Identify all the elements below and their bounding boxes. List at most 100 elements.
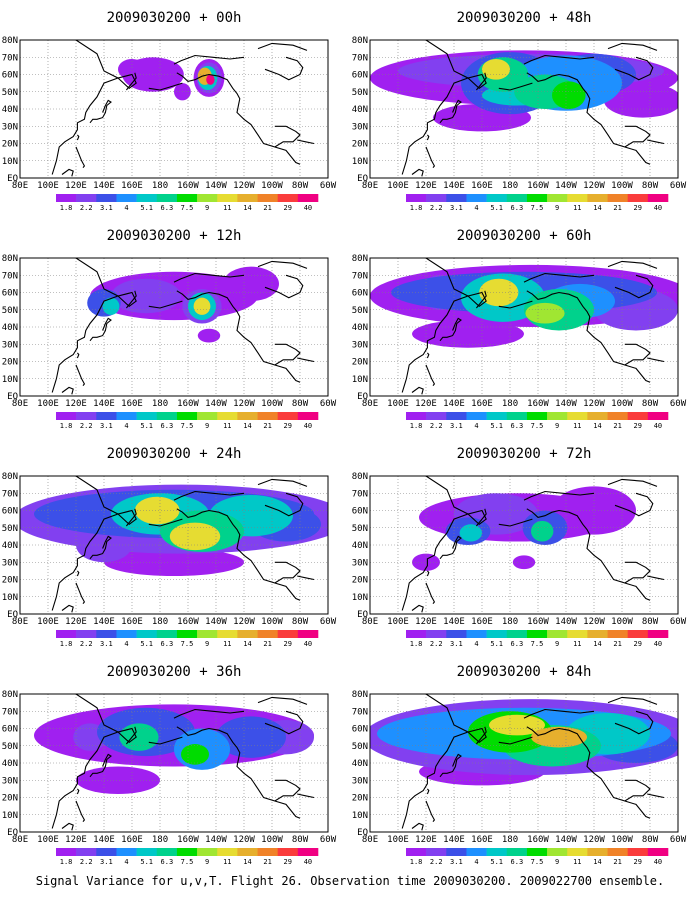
colorbar: 1.8 2.2 3.1 4 5.1 6.3 7.5 9 11 14 21 29 40 bbox=[56, 194, 319, 212]
coastline bbox=[607, 260, 658, 269]
colorbar-swatch bbox=[96, 194, 117, 202]
colorbar-swatch bbox=[526, 194, 548, 202]
panel-title: 2009030200 + 60h bbox=[456, 228, 592, 244]
colorbar-label: 14 bbox=[243, 422, 251, 430]
lat-tick-label: 30N bbox=[2, 122, 18, 132]
colorbar-swatch bbox=[627, 194, 649, 202]
lat-tick-label: 20N bbox=[2, 794, 18, 804]
colorbar-swatch bbox=[647, 412, 669, 420]
colorbar-label: 29 bbox=[634, 422, 642, 430]
lon-tick-label: 80W bbox=[642, 181, 659, 191]
graticule bbox=[370, 476, 678, 614]
lat-tick-label: 60N bbox=[2, 725, 18, 735]
map-frame bbox=[19, 39, 329, 179]
coastline bbox=[274, 779, 301, 802]
colorbar-label: 9 bbox=[205, 640, 209, 648]
lon-tick-label: 120W bbox=[233, 181, 255, 191]
colorbar-label: 2.2 bbox=[80, 858, 93, 866]
lat-tick-label: 80N bbox=[352, 36, 368, 46]
coastline bbox=[523, 490, 595, 501]
colorbar-label: 1.8 bbox=[60, 204, 73, 212]
lon-tick-label: 160W bbox=[177, 835, 199, 845]
colorbar-swatch bbox=[156, 412, 178, 420]
coastline bbox=[425, 800, 436, 823]
colorbar-label: 5.1 bbox=[140, 640, 153, 648]
colorbar-swatch bbox=[257, 412, 278, 420]
colorbar: 1.8 2.2 3.1 4 5.1 6.3 7.5 9 11 14 21 29 40 bbox=[406, 412, 669, 430]
lon-tick-label: 120W bbox=[583, 617, 605, 627]
coastline bbox=[76, 788, 80, 795]
colorbar-swatch bbox=[136, 630, 158, 638]
coastline bbox=[614, 274, 654, 299]
lon-tick-label: 140E bbox=[93, 181, 115, 191]
lat-tick-label: 60N bbox=[352, 71, 368, 81]
lat-tick-label: EQ bbox=[357, 392, 368, 402]
colorbar-swatch bbox=[136, 848, 158, 856]
colorbar-label: 29 bbox=[634, 858, 642, 866]
coastline bbox=[647, 357, 665, 363]
lon-tick-label: 100E bbox=[387, 835, 409, 845]
colorbar-label: 9 bbox=[205, 422, 209, 430]
colorbar-swatch bbox=[156, 848, 178, 856]
colorbar-label: 1.8 bbox=[410, 204, 423, 212]
panel-title: 2009030200 + 24h bbox=[106, 446, 242, 462]
colorbar-swatch bbox=[567, 848, 588, 856]
lon-tick-label: 80E bbox=[362, 181, 378, 191]
lon-tick-label: 180 bbox=[502, 835, 518, 845]
signal-contour bbox=[552, 81, 586, 109]
lon-tick-label: 80W bbox=[292, 617, 309, 627]
coastline bbox=[76, 134, 80, 141]
colorbar-label: 3.1 bbox=[450, 640, 463, 648]
colorbar-label: 21 bbox=[263, 640, 271, 648]
colorbar-swatch bbox=[607, 194, 628, 202]
colorbar-label: 7.5 bbox=[181, 204, 194, 212]
colorbar-label: 29 bbox=[284, 422, 292, 430]
lon-tick-label: 100W bbox=[611, 181, 633, 191]
lat-tick-label: EQ bbox=[357, 828, 368, 838]
lon-tick-label: 160E bbox=[471, 835, 493, 845]
colorbar-swatch bbox=[406, 848, 427, 856]
colorbar-swatch bbox=[136, 412, 158, 420]
coastline bbox=[411, 604, 424, 613]
map-frame bbox=[369, 693, 679, 833]
colorbar-label: 1.8 bbox=[410, 640, 423, 648]
colorbar-label: 29 bbox=[284, 858, 292, 866]
colorbar-label: 3.1 bbox=[100, 204, 113, 212]
colorbar-swatch bbox=[627, 848, 649, 856]
colorbar-swatch bbox=[237, 412, 258, 420]
coastline bbox=[401, 476, 487, 611]
colorbar-swatch bbox=[466, 412, 487, 420]
coastlines bbox=[401, 258, 665, 395]
colorbar-swatch bbox=[547, 194, 568, 202]
coastline bbox=[264, 274, 304, 299]
colorbar-swatch bbox=[277, 630, 299, 638]
panel-title: 2009030200 + 36h bbox=[106, 664, 242, 680]
colorbar-swatch bbox=[217, 848, 238, 856]
coastline bbox=[264, 492, 304, 517]
coastline bbox=[647, 139, 665, 145]
coastline bbox=[51, 476, 137, 611]
colorbar-swatch bbox=[297, 848, 319, 856]
colorbar-swatch bbox=[547, 848, 568, 856]
colorbar: 1.8 2.2 3.1 4 5.1 6.3 7.5 9 11 14 21 29 40 bbox=[56, 412, 319, 430]
colorbar-label: 7.5 bbox=[531, 858, 544, 866]
coastline bbox=[173, 272, 245, 283]
colorbar-label: 6.3 bbox=[511, 204, 524, 212]
forecast-panel: 2009030200 + 36h 80N 70N 60N 50N 40N 30N 20N 10N… bbox=[0, 664, 350, 874]
lat-tick-label: 70N bbox=[352, 707, 368, 717]
colorbar-swatch bbox=[426, 412, 447, 420]
coastline bbox=[426, 134, 430, 141]
lon-tick-label: 160W bbox=[177, 181, 199, 191]
coastline bbox=[75, 582, 86, 605]
lon-tick-label: 160E bbox=[121, 399, 143, 409]
lon-tick-label: 160E bbox=[471, 399, 493, 409]
colorbar-label: 40 bbox=[304, 422, 312, 430]
panel-title: 2009030200 + 72h bbox=[456, 446, 592, 462]
coastline bbox=[125, 508, 137, 527]
lon-tick-label: 80E bbox=[12, 835, 28, 845]
lat-tick-label: EQ bbox=[7, 392, 18, 402]
colorbar-label: 1.8 bbox=[60, 422, 73, 430]
colorbar-label: 6.3 bbox=[511, 858, 524, 866]
colorbar-label: 3.1 bbox=[100, 858, 113, 866]
